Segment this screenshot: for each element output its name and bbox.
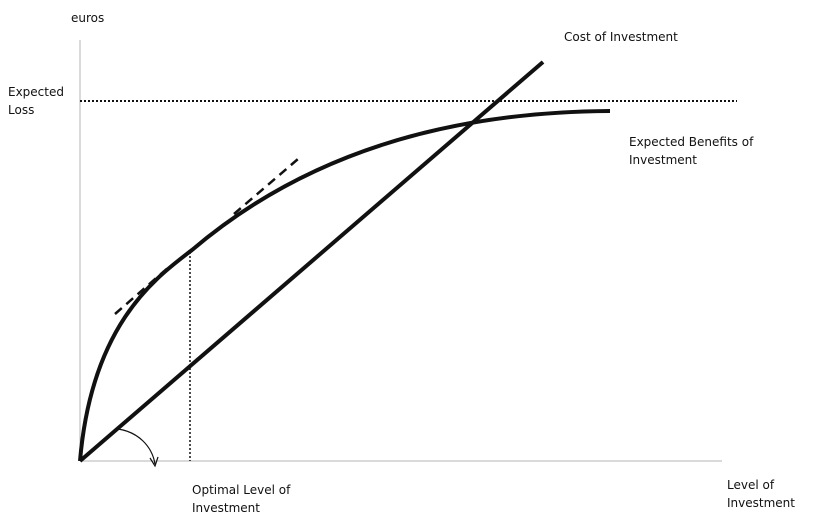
optimal-level-label-line1: Optimal Level of [192,483,291,497]
expected-benefits-label-line2: Investment [629,153,697,167]
cost-of-investment-label: Cost of Investment [564,28,678,46]
expected-loss-label-line1: Expected [8,85,64,99]
expected-loss-label: Expected Loss [8,83,64,119]
cost-of-investment-label-text: Cost of Investment [564,30,678,44]
x-axis-label-line1: Level of [727,478,775,492]
tangent-line-lower [114,265,171,315]
x-axis-label: Level of Investment [727,476,795,512]
y-axis-label-text: euros [71,11,105,25]
expected-loss-label-line2: Loss [8,103,35,117]
optimal-level-label: Optimal Level of Investment [192,481,290,517]
angle-arc [117,428,156,465]
cost-of-investment-line [78,60,545,463]
angle-arrowhead [149,456,159,468]
y-axis-label: euros [71,9,104,27]
x-axis-label-line2: Investment [727,496,795,510]
expected-benefits-label: Expected Benefits of Investment [629,133,753,169]
expected-benefits-curve [78,109,611,462]
optimal-level-label-line2: Investment [192,501,260,515]
expected-benefits-label-line1: Expected Benefits of [629,135,754,149]
